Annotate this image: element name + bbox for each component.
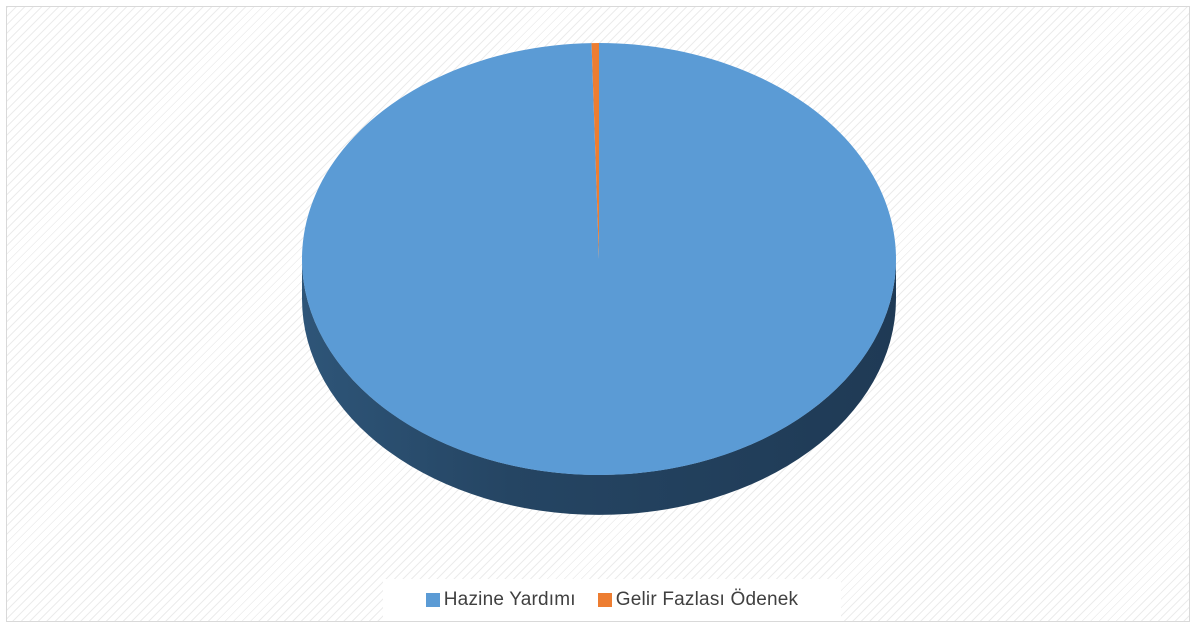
legend-swatch-hazine-yardimi [425, 593, 440, 607]
pie-side-wall-face [302, 259, 896, 515]
pie-slice-hazine-yardimi [301, 43, 896, 476]
legend-item-hazine-yardimi[interactable]: Hazine Yardımı [425, 589, 576, 611]
legend-item-gelir-fazlasi-odenek[interactable]: Gelir Fazlası Ödenek [597, 589, 799, 611]
pie-slice-gelir-fazlasi-odenek [591, 43, 599, 259]
legend-label: Gelir Fazlası Ödenek [615, 589, 799, 610]
chart-area: Hazine Yardımı Gelir Fazlası Ödenek [6, 6, 1190, 622]
legend-swatch-gelir-fazlasi-odenek [597, 593, 612, 607]
pie-slices [301, 43, 896, 476]
legend: Hazine Yardımı Gelir Fazlası Ödenek [383, 579, 841, 621]
pie-chart [301, 43, 896, 515]
legend-label: Hazine Yardımı [443, 589, 576, 610]
pie-side-wall [302, 259, 896, 515]
